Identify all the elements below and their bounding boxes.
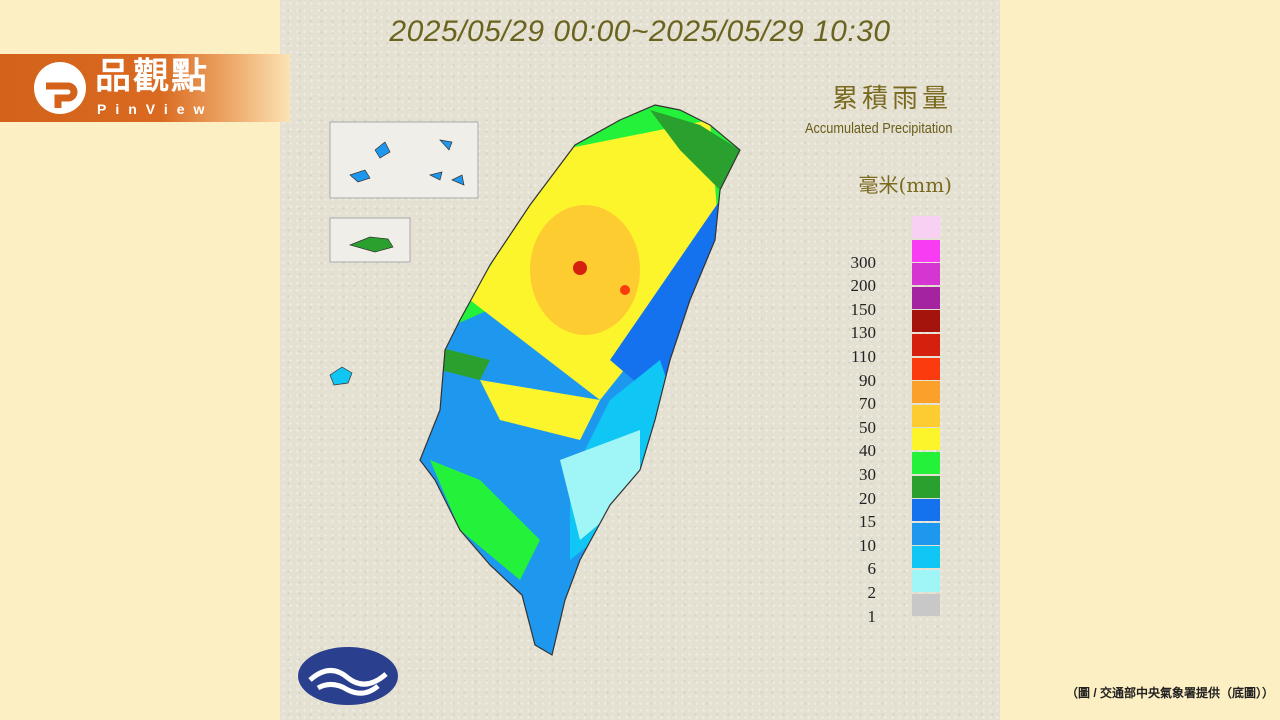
legend-label: 10	[859, 535, 876, 555]
legend-swatch	[912, 475, 940, 498]
legend-swatch	[912, 428, 940, 451]
legend-label: 90	[859, 370, 876, 390]
taiwan-rainfall-map	[298, 104, 741, 705]
pinview-logo: 品觀點 PinView	[0, 54, 290, 122]
legend-label: 30	[859, 465, 876, 484]
legend-swatch	[912, 381, 940, 404]
legend-title-en: Accumulated Precipitation	[804, 120, 952, 137]
legend-swatch	[912, 570, 940, 592]
legend-label: 15	[859, 512, 876, 532]
legend-swatch	[912, 263, 940, 286]
legend-swatch	[912, 522, 940, 545]
legend-label: 70	[859, 394, 876, 414]
cwa-emblem-icon	[298, 647, 398, 705]
legend-swatch	[912, 593, 940, 616]
legend-label: 300	[850, 252, 877, 272]
legend-swatch	[912, 310, 940, 333]
legend-unit: 毫米(mm)	[858, 173, 952, 197]
legend-label: 110	[851, 347, 876, 366]
legend-swatch	[912, 216, 940, 238]
legend-swatch	[912, 357, 940, 380]
image-credit: （圖 / 交通部中央氣象署提供（底圖））	[1065, 686, 1274, 700]
legend-swatch	[912, 546, 940, 569]
legend-label: 2	[867, 583, 877, 602]
legend-label: 200	[850, 276, 877, 296]
legend-label: 40	[859, 441, 876, 461]
map-title: 2025/05/29 00:00~2025/05/29 10:30	[389, 15, 891, 48]
brand-name-en: PinView	[97, 101, 214, 117]
legend-swatch	[912, 404, 940, 427]
legend-label: 20	[859, 488, 876, 508]
legend-swatch	[912, 499, 940, 522]
brand-name-zh: 品觀點	[95, 55, 210, 96]
legend-label: 50	[859, 417, 876, 437]
pinview-p-icon	[34, 62, 86, 114]
precipitation-map-panel: 2025/05/29 00:00~2025/05/29 10:30 累積雨量 A…	[280, 0, 1000, 720]
legend-swatch	[912, 239, 940, 262]
legend-title-zh: 累積雨量	[831, 84, 952, 114]
legend-label: 150	[850, 299, 877, 319]
legend-swatch	[912, 334, 940, 356]
legend-label: 130	[850, 323, 877, 343]
legend-swatch	[912, 286, 940, 309]
legend-label: 1	[867, 606, 877, 626]
legend-swatch	[912, 452, 940, 474]
legend-label: 6	[867, 559, 877, 579]
